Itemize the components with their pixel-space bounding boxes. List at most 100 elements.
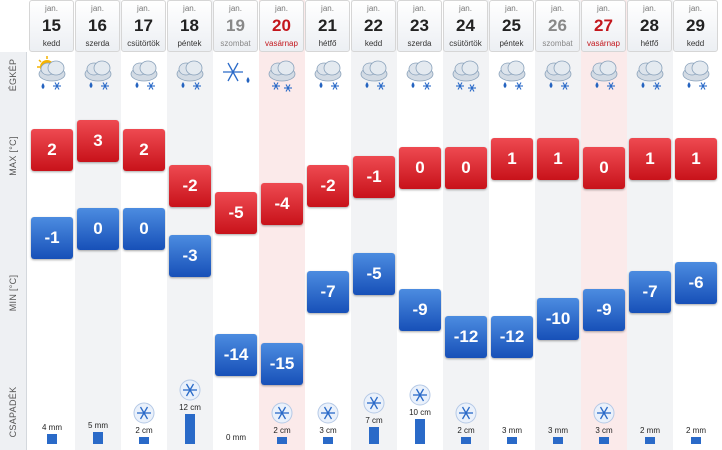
cloud-rain-snow-icon xyxy=(355,55,393,95)
day-number: 23 xyxy=(410,16,429,35)
row-label-icon: ÉGKÉP xyxy=(0,52,27,98)
min-temp-box: -1 xyxy=(31,217,73,259)
max-temp-box: -1 xyxy=(353,156,395,198)
day-header[interactable]: jan. 20 vasárnap xyxy=(259,0,304,52)
day-number: 17 xyxy=(134,16,153,35)
precip-amount: 3 mm xyxy=(548,425,568,435)
cloud-rain-snow-icon xyxy=(309,55,347,95)
precip-bar xyxy=(415,419,425,444)
precip-amount: 3 cm xyxy=(595,425,613,435)
cloud-rain-snow-icon xyxy=(493,55,531,95)
precip-bar xyxy=(645,437,655,444)
weekday-label: szerda xyxy=(407,39,432,48)
month-label: jan. xyxy=(367,4,380,13)
day-header[interactable]: jan. 18 péntek xyxy=(167,0,212,52)
min-temp-box: -15 xyxy=(261,343,303,385)
day-header[interactable]: jan. 24 csütörtök xyxy=(443,0,488,52)
min-temp-box: -14 xyxy=(215,334,257,376)
weekday-label: szerda xyxy=(85,39,110,48)
snowflake-icon xyxy=(455,402,477,424)
day-header[interactable]: jan. 25 péntek xyxy=(489,0,534,52)
month-label: jan. xyxy=(91,4,104,13)
max-temp-box: 0 xyxy=(445,147,487,189)
cloud-snow-icon xyxy=(447,55,485,95)
max-temp-box: -4 xyxy=(261,183,303,225)
max-temp-box: 2 xyxy=(31,129,73,171)
precip-bar xyxy=(93,431,103,444)
weekday-label: vasárnap xyxy=(265,39,298,48)
weekday-label: kedd xyxy=(686,39,705,48)
precip-bar xyxy=(277,437,287,444)
day-header[interactable]: jan. 29 kedd xyxy=(673,0,718,52)
precip-bar xyxy=(461,437,471,444)
month-label: jan. xyxy=(275,4,288,13)
max-temp-box: -5 xyxy=(215,192,257,234)
max-temp-box: -2 xyxy=(169,165,211,207)
precip-amount: 3 cm xyxy=(319,425,337,435)
day-header[interactable]: jan. 23 szerda xyxy=(397,0,442,52)
snowflake-icon xyxy=(179,379,201,401)
weekday-label: szombat xyxy=(542,39,573,48)
month-label: jan. xyxy=(229,4,242,13)
snowflake-icon xyxy=(593,402,615,424)
max-temp-box: 0 xyxy=(399,147,441,189)
cloud-rain-snow-icon xyxy=(631,55,669,95)
max-temp-box: 0 xyxy=(583,147,625,189)
day-number: 16 xyxy=(88,16,107,35)
day-header[interactable]: jan. 21 hétfő xyxy=(305,0,350,52)
weekday-label: hétfő xyxy=(640,39,659,48)
weekday-label: hétfő xyxy=(318,39,337,48)
day-column: jan. 27 vasárnap 0 -9 3 cm xyxy=(581,0,627,450)
month-label: jan. xyxy=(183,4,196,13)
day-header[interactable]: jan. 22 kedd xyxy=(351,0,396,52)
min-temp-box: 0 xyxy=(77,208,119,250)
precip-bar xyxy=(323,436,333,444)
partly-sunny-rain-snow-icon xyxy=(33,55,71,95)
day-header[interactable]: jan. 16 szerda xyxy=(75,0,120,52)
day-header[interactable]: jan. 26 szombat xyxy=(535,0,580,52)
cloud-rain-snow-icon xyxy=(125,55,163,95)
month-label: jan. xyxy=(689,4,702,13)
day-number: 28 xyxy=(640,16,659,35)
precip-bar xyxy=(599,436,609,444)
min-temp-box: -12 xyxy=(445,316,487,358)
day-number: 20 xyxy=(272,16,291,35)
day-number: 19 xyxy=(226,16,245,35)
month-label: jan. xyxy=(505,4,518,13)
cloud-rain-snow-icon xyxy=(539,55,577,95)
day-header[interactable]: jan. 27 vasárnap xyxy=(581,0,626,52)
day-column: jan. 20 vasárnap -4 -15 2 cm xyxy=(259,0,305,450)
month-label: jan. xyxy=(643,4,656,13)
snowflake-icon xyxy=(133,402,155,424)
cloud-rain-snow-icon xyxy=(585,55,623,95)
day-number: 21 xyxy=(318,16,337,35)
month-label: jan. xyxy=(597,4,610,13)
day-column: jan. 22 kedd -1 -5 7 cm xyxy=(351,0,397,450)
max-temp-box: 1 xyxy=(675,138,717,180)
max-temp-box: 1 xyxy=(491,138,533,180)
day-column: jan. 25 péntek 1 -12 3 mm xyxy=(489,0,535,450)
weekday-label: péntek xyxy=(499,39,524,48)
day-column: jan. 21 hétfő -2 -7 3 cm xyxy=(305,0,351,450)
min-temp-box: -5 xyxy=(353,253,395,295)
precip-bar xyxy=(691,437,701,444)
row-label-min: MIN [°C] xyxy=(0,213,27,373)
row-label-max: MAX [°C] xyxy=(0,98,27,213)
day-number: 15 xyxy=(42,16,61,35)
precip-amount: 5 mm xyxy=(88,420,108,430)
weekday-label: péntek xyxy=(177,39,202,48)
cloud-rain-snow-icon xyxy=(79,55,117,95)
day-header[interactable]: jan. 17 csütörtök xyxy=(121,0,166,52)
day-header[interactable]: jan. 28 hétfő xyxy=(627,0,672,52)
precip-amount: 2 cm xyxy=(273,426,291,435)
weekday-label: kedd xyxy=(364,39,383,48)
day-header[interactable]: jan. 15 kedd xyxy=(29,0,74,52)
precip-bar xyxy=(369,426,379,444)
min-temp-box: -7 xyxy=(307,271,349,313)
day-header[interactable]: jan. 19 szombat xyxy=(213,0,258,52)
day-column: jan. 17 csütörtök 2 0 2 cm xyxy=(121,0,167,450)
day-number: 18 xyxy=(180,16,199,35)
snowflake-icon xyxy=(409,384,431,406)
precip-amount: 2 mm xyxy=(686,426,706,435)
month-label: jan. xyxy=(137,4,150,13)
